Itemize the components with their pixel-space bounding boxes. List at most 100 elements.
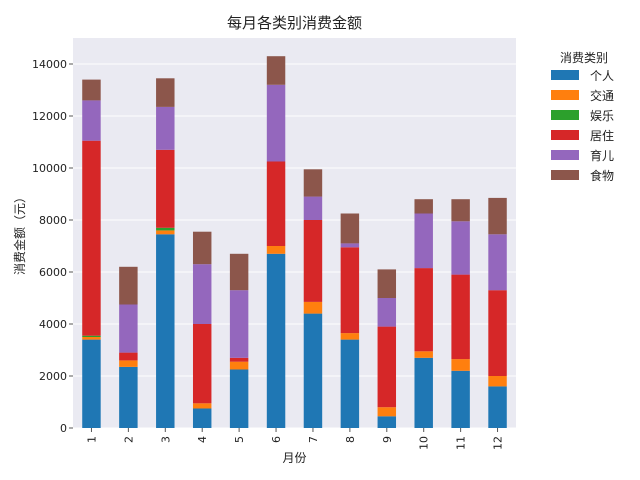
bar-segment: [414, 213, 433, 269]
legend-swatch: [551, 70, 579, 80]
bar-segment: [303, 169, 323, 197]
bar-segment: [377, 407, 397, 417]
legend-label: 交通: [590, 88, 614, 103]
bar-segment: [119, 352, 138, 361]
legend-swatch: [551, 130, 579, 140]
y-axis: 0 2000 4000 6000 8000 10000 12000 14000: [32, 58, 73, 435]
bar-segment: [340, 213, 360, 244]
bar-segment: [414, 351, 433, 358]
x-tick-label: 1: [85, 436, 98, 443]
bar-segment: [192, 264, 212, 324]
bar-segment: [229, 290, 249, 358]
legend-swatch: [551, 90, 579, 100]
x-tick-label: 10: [418, 436, 431, 450]
bar-segment: [82, 337, 101, 340]
chart-title: 每月各类别消费金额: [227, 14, 362, 32]
bar-segment: [119, 266, 138, 305]
bar-segment: [451, 359, 470, 371]
bar-segment: [266, 161, 286, 246]
bar-segment: [488, 290, 507, 376]
bar-segment: [156, 227, 175, 231]
x-axis: 1 2 3 4 5 6 7 8 9 10 11 12: [85, 428, 505, 450]
bar-segment: [82, 335, 101, 337]
bar-segment: [488, 197, 507, 235]
x-tick-label: 3: [159, 436, 172, 443]
y-tick-label: 8000: [39, 214, 67, 227]
bar-segment: [119, 360, 138, 367]
bar-segment: [192, 403, 212, 409]
bar-segment: [82, 79, 101, 101]
bar-segment: [414, 357, 433, 428]
bar-segment: [266, 253, 286, 428]
bar-segment: [377, 269, 397, 298]
bar-segment: [229, 369, 249, 428]
bar-segment: [303, 196, 323, 220]
bar-segment: [451, 199, 470, 222]
bar-segment: [340, 247, 360, 334]
x-tick-label: 12: [492, 436, 505, 450]
bar-segment: [303, 313, 323, 428]
bar-segment: [488, 376, 507, 387]
y-tick-label: 14000: [32, 58, 67, 71]
bar-segment: [340, 243, 360, 248]
y-tick-label: 12000: [32, 110, 67, 123]
x-tick-label: 6: [270, 436, 283, 443]
legend-swatch: [551, 150, 579, 160]
bar-segment: [377, 416, 397, 428]
x-tick-label: 7: [307, 436, 320, 443]
bar-segment: [340, 333, 360, 340]
y-tick-label: 6000: [39, 266, 67, 279]
legend-label: 食物: [590, 168, 614, 183]
bar-segment: [451, 221, 470, 275]
x-tick-label: 9: [381, 436, 394, 443]
y-tick-label: 0: [60, 422, 67, 435]
bar-segment: [229, 357, 249, 362]
grid-lines: [73, 63, 516, 429]
bar-segment: [192, 408, 212, 428]
bar-segment: [303, 301, 323, 314]
bar-segment: [229, 361, 249, 370]
bar-segment: [414, 268, 433, 352]
bar-segment: [119, 304, 138, 353]
bar-segment: [82, 140, 101, 336]
y-axis-label: 消费金额（元）: [12, 191, 27, 275]
bar-segment: [82, 339, 101, 428]
legend-swatch: [551, 170, 579, 180]
bar-segment: [229, 253, 249, 291]
bar-segment: [414, 199, 433, 214]
bar-segment: [82, 100, 101, 141]
bar-segment: [266, 246, 286, 254]
bar-segment: [156, 234, 175, 428]
legend-label: 个人: [590, 69, 614, 83]
x-tick-label: 4: [196, 436, 209, 443]
bar-segment: [156, 78, 175, 107]
legend-title: 消费类别: [560, 51, 608, 65]
x-tick-label: 5: [233, 436, 246, 443]
legend-label: 育儿: [590, 148, 614, 163]
legend-label: 娱乐: [590, 109, 614, 123]
bar-segment: [488, 234, 507, 291]
x-axis-label: 月份: [282, 451, 306, 465]
bar-segment: [156, 149, 175, 228]
bar-segment: [488, 386, 507, 428]
y-tick-label: 2000: [39, 370, 67, 383]
bar-segment: [192, 231, 212, 265]
bar-segment: [119, 366, 138, 428]
x-tick-label: 2: [122, 436, 135, 443]
bar-segment: [156, 106, 175, 150]
bar-segment: [451, 274, 470, 360]
bar-segment: [266, 84, 286, 162]
x-tick-label: 11: [455, 436, 468, 450]
plot-area: [73, 38, 516, 428]
bar-segment: [303, 220, 323, 302]
x-tick-label: 8: [344, 436, 357, 443]
bar-segment: [192, 324, 212, 404]
bar-segment: [377, 326, 397, 408]
bar-segment: [156, 230, 175, 235]
y-tick-label: 4000: [39, 318, 67, 331]
bars: [82, 56, 507, 428]
legend-swatch: [551, 110, 579, 120]
bar-segment: [340, 339, 360, 428]
